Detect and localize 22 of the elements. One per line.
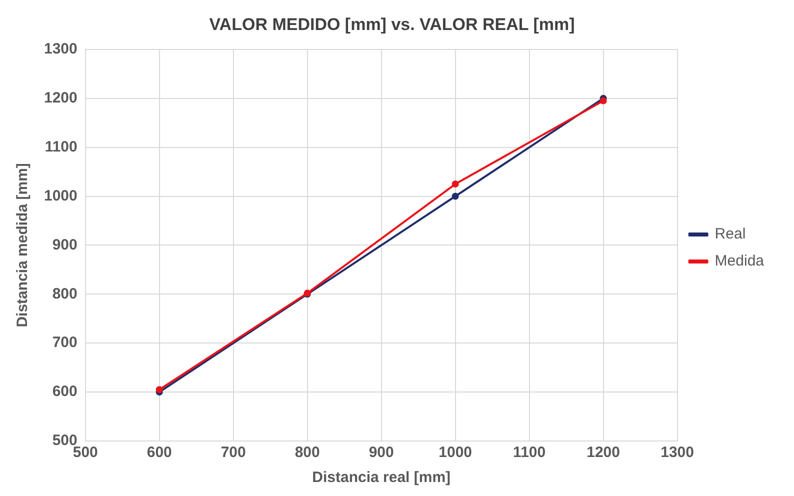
y-tick-label: 1300 (44, 40, 78, 58)
x-tick-label: 800 (294, 444, 320, 462)
y-tick-label: 800 (52, 285, 78, 302)
y-tick-label: 1200 (44, 89, 78, 106)
y-tick-label: 700 (52, 334, 78, 352)
y-tick-label: 600 (52, 383, 78, 400)
x-tick-label: 500 (72, 444, 98, 462)
legend-label: Real (714, 226, 746, 243)
x-tick-label: 600 (146, 444, 172, 462)
y-tick-label: 900 (52, 236, 78, 254)
x-tick-label: 1100 (513, 444, 546, 462)
y-tick-label: 1000 (44, 187, 78, 204)
x-tick-label: 1000 (438, 444, 472, 462)
y-axis-title: Distancia medida [mm] (14, 163, 32, 328)
x-tick-label: 900 (368, 444, 394, 462)
x-tick-label: 1200 (586, 444, 620, 462)
x-tick-label: 1300 (660, 444, 694, 462)
x-tick-label: 700 (220, 444, 246, 462)
legend-label: Medida (714, 252, 765, 270)
chart-title: VALOR MEDIDO [mm] vs. VALOR REAL [mm] (209, 14, 575, 34)
x-axis-title: Distancia real [mm] (312, 469, 451, 486)
y-tick-label: 1100 (44, 138, 78, 156)
